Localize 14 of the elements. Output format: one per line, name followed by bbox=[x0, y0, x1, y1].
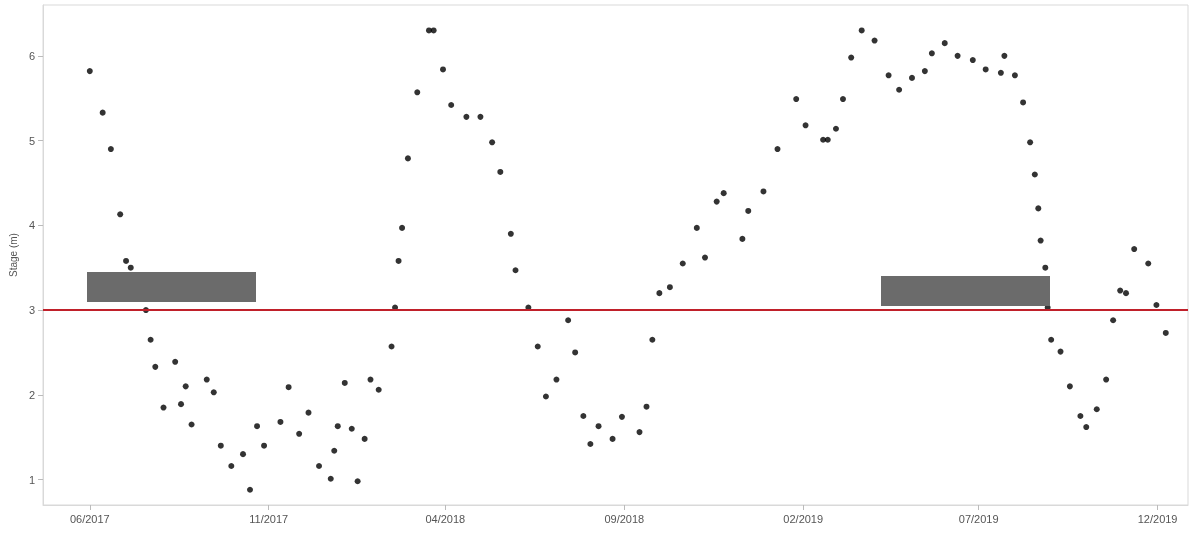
y-tick-label: 4 bbox=[28, 219, 36, 232]
y-tick-label: 2 bbox=[28, 388, 36, 401]
x-tick-label: 11/2017 bbox=[249, 512, 289, 525]
x-tick-label: 02/2019 bbox=[783, 512, 824, 525]
x-tick-label: 12/2019 bbox=[1137, 512, 1178, 525]
y-tick-label: 1 bbox=[28, 473, 36, 486]
x-tick-label: 06/2017 bbox=[69, 512, 110, 525]
y-axis-title: Stage (m) bbox=[7, 233, 19, 277]
y-tick-label: 3 bbox=[28, 304, 36, 317]
x-tick-label: 04/2018 bbox=[425, 512, 466, 525]
y-tick-label: 5 bbox=[28, 134, 36, 147]
x-tick-label: 07/2019 bbox=[958, 512, 999, 525]
y-tick-label: 6 bbox=[28, 49, 36, 62]
x-tick-label: 09/2018 bbox=[604, 512, 645, 525]
